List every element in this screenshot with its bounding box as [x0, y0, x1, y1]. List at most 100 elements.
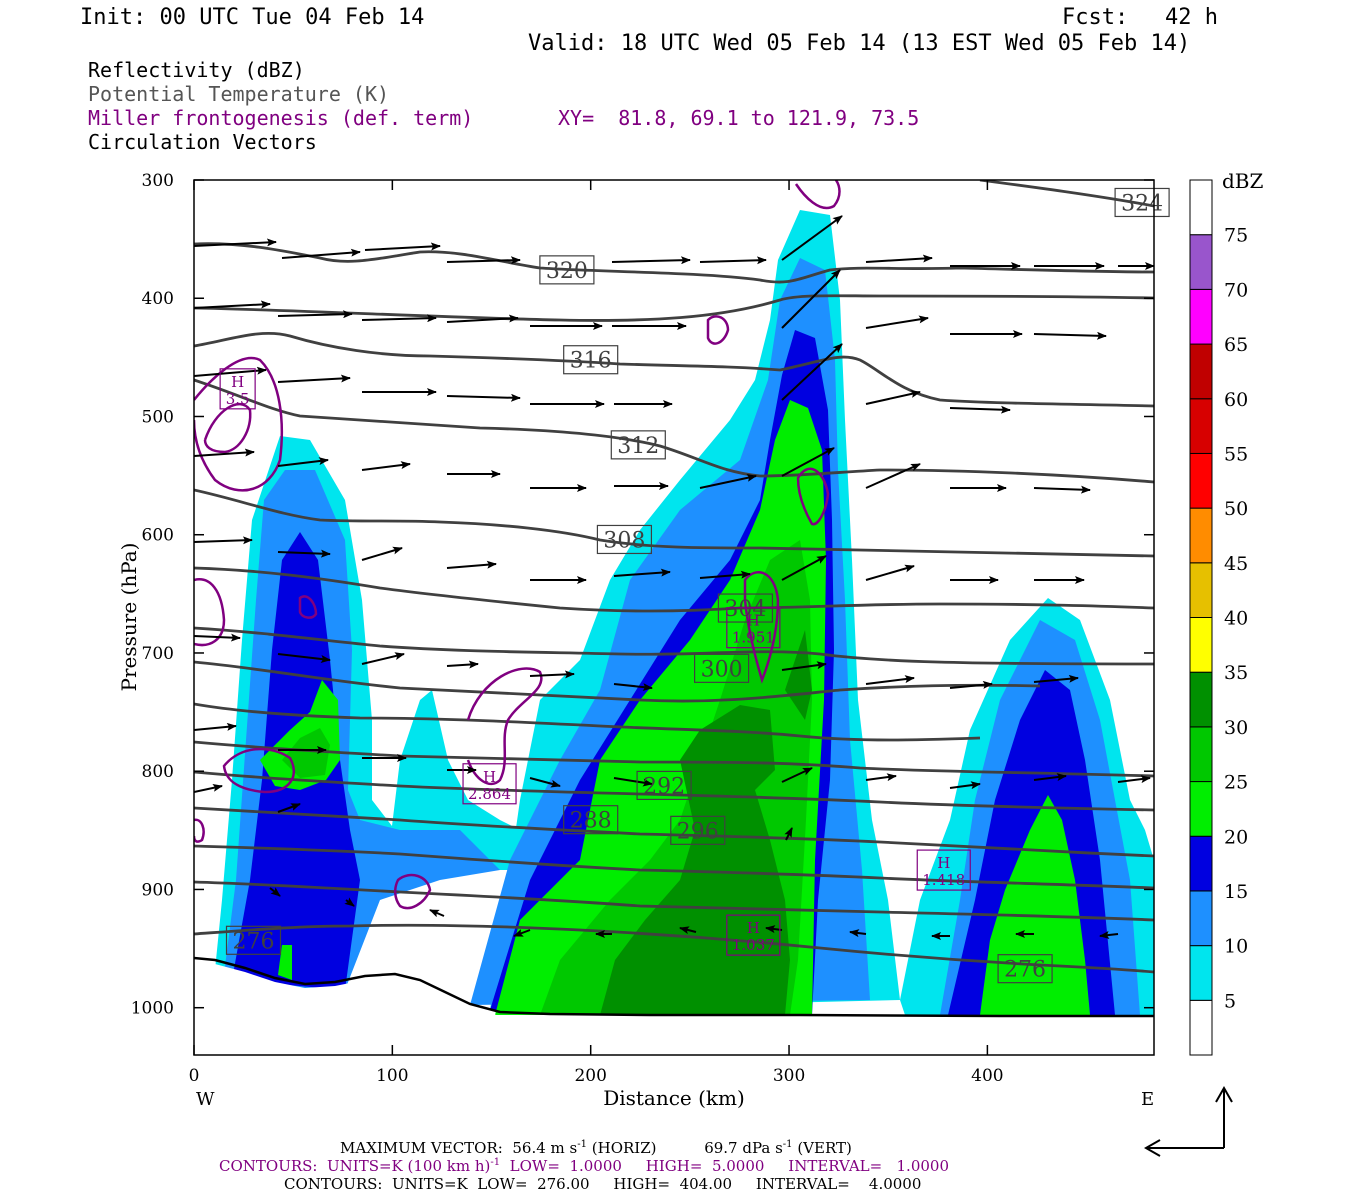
vector — [679, 926, 697, 935]
theta-label-box — [694, 653, 750, 683]
frontogenesis-max-box — [726, 607, 781, 649]
colorbar-segment — [1189, 945, 1213, 1001]
vector — [361, 461, 411, 471]
colorbar-segment — [1189, 890, 1213, 947]
max-vector-horiz-exp: -1 — [577, 1139, 587, 1150]
forecast-hour: 42 h — [1165, 5, 1218, 30]
colorbar-label: 65 — [1224, 334, 1248, 356]
vector — [269, 887, 281, 897]
vector — [865, 463, 921, 489]
vector — [1033, 674, 1079, 683]
vector — [613, 683, 653, 692]
max-vector-horiz-tail: (HORIZ) — [587, 1139, 657, 1157]
max-vector-horiz: 56.4 m s — [512, 1139, 578, 1157]
colorbar: 5 10 15 20 25 30 35 40 45 50 55 60 65 70 75 dBZ — [1189, 169, 1264, 1056]
theta-label: 288 — [570, 809, 612, 834]
reference-vector-horiz-head — [1143, 1139, 1161, 1157]
x-tick-label: 300 — [773, 1066, 805, 1086]
vector — [361, 546, 403, 561]
vector — [429, 909, 445, 918]
colorbar-label: 15 — [1224, 881, 1248, 903]
dbz-30-central — [600, 705, 790, 1015]
vector — [446, 660, 479, 669]
theta-310 — [194, 488, 1154, 558]
vector — [446, 560, 497, 569]
vector — [277, 653, 331, 663]
theta-label-box — [539, 255, 595, 285]
vector — [446, 256, 521, 265]
valid-time: Valid: 18 UTC Wed 05 Feb 14 (13 EST Wed … — [528, 31, 1191, 56]
theta-label: 276 — [233, 929, 275, 954]
theta-label: 276 — [1004, 958, 1046, 983]
vector — [781, 555, 827, 581]
theta-label-box — [596, 524, 653, 555]
vector — [865, 254, 933, 263]
colorbar-label: 10 — [1224, 936, 1248, 958]
vector — [781, 767, 813, 783]
theta-280 — [194, 880, 1154, 922]
reference-vector — [1143, 1085, 1233, 1157]
vector — [194, 448, 255, 457]
theta-300 — [194, 660, 1041, 703]
fg-contour-central-2 — [706, 315, 730, 345]
xy-endpoints: XY= 81.8, 69.1 to 121.9, 73.5 — [558, 106, 920, 130]
field-vectors: Circulation Vectors — [88, 130, 317, 154]
vector — [194, 722, 237, 731]
theta-316 — [194, 331, 1154, 408]
theta-label: 296 — [677, 819, 719, 844]
colorbar-label: 55 — [1224, 443, 1248, 465]
y-tick-label: 700 — [142, 644, 174, 664]
vector — [865, 564, 915, 581]
theta-label: 324 — [1121, 191, 1163, 216]
colorbar-label: 70 — [1224, 279, 1248, 301]
terrain-fill — [194, 962, 1154, 1055]
x-axis-title: Distance (km) — [603, 1086, 745, 1110]
theta-label: 316 — [570, 349, 612, 374]
field-theta: Potential Temperature (K) — [88, 82, 390, 106]
colorbar-segment — [1189, 507, 1213, 564]
colorbar-label: 40 — [1224, 608, 1248, 630]
frontogenesis-max-box — [916, 849, 971, 891]
colorbar-label: 25 — [1224, 772, 1248, 794]
y-axis-title: Pressure (hPa) — [117, 543, 141, 692]
theta-label-box — [563, 805, 619, 835]
vector — [949, 680, 993, 689]
frontogenesis-max-value: 3.5 — [226, 390, 250, 408]
vector — [1033, 485, 1091, 494]
max-vector-info: MAXIMUM VECTOR: 56.4 m s-1 (HORIZ) 69.7 … — [340, 1139, 852, 1157]
east-label: E — [1141, 1089, 1154, 1110]
vector — [949, 405, 1011, 414]
colorbar-segment — [1189, 562, 1213, 618]
fg-contour-central-1 — [743, 571, 780, 684]
frontogenesis-max-value: 2.864 — [468, 785, 511, 803]
y-tick-label: 500 — [142, 407, 174, 427]
contour-labels: 320316312308304300296292288276276324H3.5… — [219, 187, 1170, 984]
x-tick-label: 0 — [189, 1066, 200, 1086]
vector — [194, 300, 271, 309]
vector — [699, 256, 767, 265]
vector — [849, 929, 867, 938]
fg-contour-top — [794, 180, 841, 210]
vector — [699, 570, 751, 579]
colorbar-label: 60 — [1224, 389, 1248, 411]
theta-284 — [194, 844, 1154, 890]
frontogenesis-max-box — [219, 368, 256, 410]
colorbar-segment — [1189, 288, 1213, 345]
theta-label-box — [225, 925, 282, 955]
colorbar-segment — [1189, 781, 1213, 837]
fg-contour-left-mid — [194, 578, 226, 647]
theta-288 — [194, 806, 1154, 858]
terrain-line — [194, 956, 1154, 1018]
vector — [194, 783, 223, 793]
theta-324 — [979, 180, 1154, 208]
vector — [613, 568, 671, 577]
theta-label-box — [610, 430, 666, 460]
colorbar-segment-below-5 — [1189, 999, 1213, 1056]
colorbar-segment — [1189, 452, 1213, 509]
colorbar-segment — [1189, 234, 1213, 290]
vector — [194, 238, 277, 247]
theta-320 — [194, 242, 1154, 284]
vector — [1117, 775, 1151, 784]
theta-label: 304 — [724, 597, 766, 622]
